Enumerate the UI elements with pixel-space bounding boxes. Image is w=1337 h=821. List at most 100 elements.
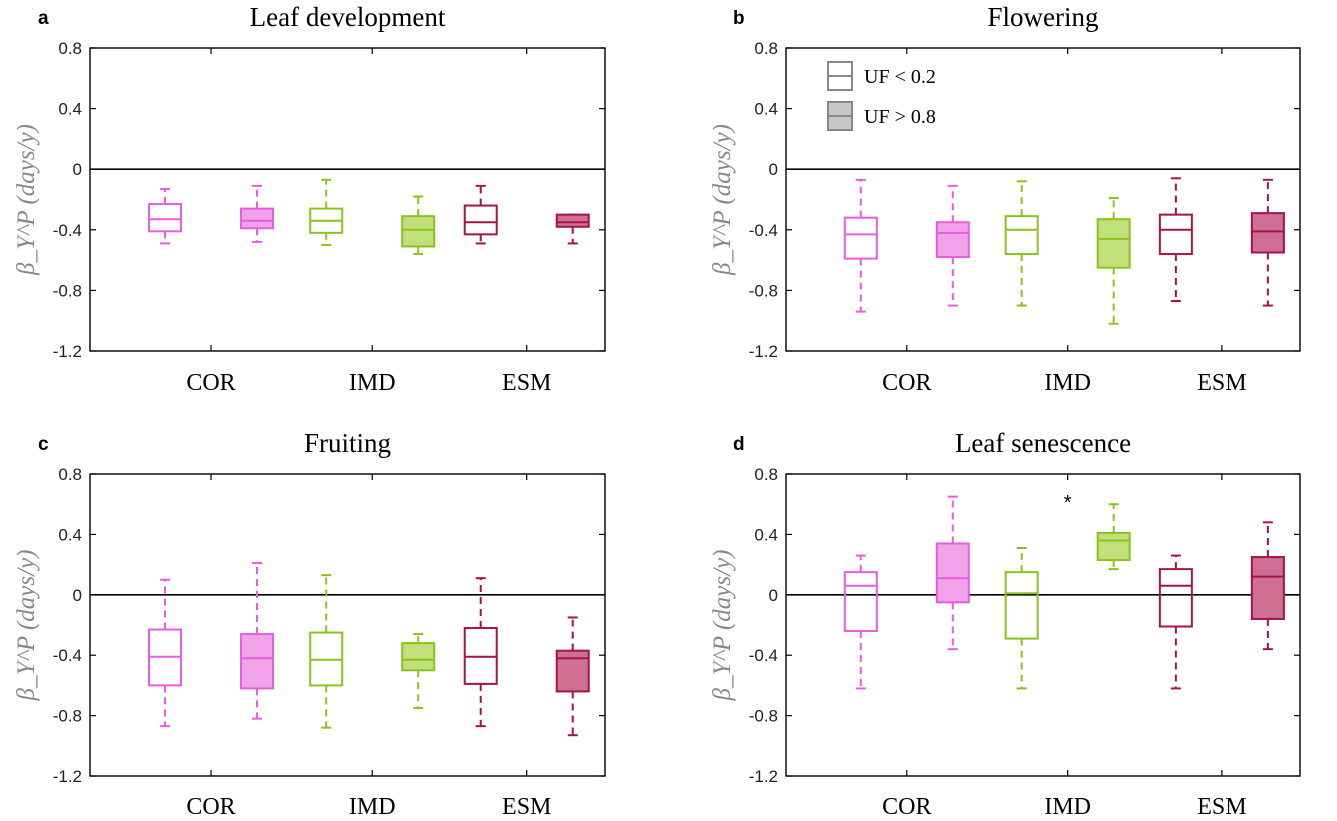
y-axis-label: β_Y^P (days/y) (13, 550, 40, 702)
box-iqr (1004, 571, 1039, 640)
y-axis-label: β_Y^P (days/y) (709, 124, 736, 276)
axes-frame (785, 47, 1301, 352)
box-esm-filled (1250, 521, 1285, 651)
box-esm-open (463, 184, 498, 245)
category-label: COR (882, 794, 931, 820)
category-label: COR (882, 370, 931, 396)
y-tick-label: -0.4 (53, 221, 82, 240)
box-imd-open (1004, 180, 1039, 307)
box-iqr (240, 207, 275, 230)
box-imd-open (309, 574, 344, 729)
box-imd-open (309, 178, 344, 246)
y-tick-label: -1.2 (749, 342, 778, 361)
y-axis-label: β_Y^P (days/y) (13, 124, 40, 276)
y-tick-label: -0.4 (749, 646, 778, 665)
box-esm-filled (555, 616, 590, 737)
category-label: IMD (1044, 370, 1091, 396)
category-label: COR (186, 370, 235, 396)
box-iqr (843, 571, 878, 633)
box-imd-filled (401, 633, 436, 710)
category-label: ESM (1197, 794, 1246, 820)
y-tick-label: 0 (769, 160, 778, 179)
box-iqr (148, 203, 183, 233)
box-iqr (555, 213, 590, 228)
y-tick-label: -1.2 (53, 342, 82, 361)
box-iqr (401, 642, 436, 672)
box-iqr (555, 649, 590, 693)
category-label: ESM (502, 370, 551, 396)
box-iqr (1004, 215, 1039, 256)
legend-label: UF > 0.8 (864, 106, 936, 128)
panel-letter: c (38, 434, 49, 455)
box-cor-filled (240, 184, 275, 243)
significance-marker: * (1064, 492, 1072, 514)
panel-letter: a (38, 8, 49, 29)
box-iqr (1250, 212, 1285, 254)
panel-title: Flowering (988, 2, 1099, 32)
box-esm-open (1158, 177, 1193, 303)
box-cor-open (843, 554, 878, 690)
box-esm-open (1158, 554, 1193, 690)
axes-frame (89, 473, 606, 777)
box-iqr (463, 204, 498, 236)
box-cor-open (148, 578, 183, 728)
y-tick-label: 0.8 (754, 39, 778, 58)
y-tick-label: 0 (73, 586, 82, 605)
y-tick-label: 0.8 (58, 39, 82, 58)
box-cor-filled (935, 184, 970, 307)
y-tick-label: 0.4 (58, 525, 82, 544)
box-iqr (1096, 218, 1131, 269)
y-tick-label: -0.4 (53, 646, 82, 665)
box-iqr (1096, 531, 1131, 562)
y-axis-label: β_Y^P (days/y) (709, 550, 736, 702)
box-esm-filled (555, 213, 590, 245)
panel-a: a Leaf development 0.8 0.4 0 -0.4 -0.8 -1.2 COR I… (13, 2, 606, 396)
legend: UF < 0.2 UF > 0.8 (827, 61, 936, 131)
category-label: ESM (502, 794, 551, 820)
panel-c: c Fruiting 0.8 0.4 0 -0.4 -0.8 -1.2 COR IMD ESM β_Y… (13, 428, 606, 820)
y-tick-label: -0.8 (749, 707, 778, 726)
y-tick-label: -0.8 (53, 281, 82, 300)
box-iqr (240, 633, 275, 690)
y-tick-label: -0.8 (53, 707, 82, 726)
y-tick-label: 0.8 (58, 465, 82, 484)
box-imd-open (1004, 546, 1039, 690)
box-cor-open (843, 178, 878, 313)
y-tick-label: 0.4 (754, 525, 778, 544)
box-iqr (843, 216, 878, 260)
y-tick-label: 0.4 (58, 100, 82, 119)
box-imd-filled (1096, 196, 1131, 325)
panel-letter: b (733, 8, 745, 29)
y-tick-label: -1.2 (53, 767, 82, 786)
box-cor-open (148, 187, 183, 245)
box-iqr (1158, 213, 1193, 256)
category-label: COR (186, 794, 235, 820)
y-tick-label: -0.4 (749, 221, 778, 240)
box-iqr (935, 221, 970, 259)
y-tick-label: 0 (769, 586, 778, 605)
box-imd-filled (401, 195, 436, 256)
box-imd-filled (1096, 503, 1131, 571)
y-tick-label: -0.8 (749, 281, 778, 300)
box-esm-filled (1250, 178, 1285, 307)
box-cor-filled (240, 562, 275, 720)
category-label: IMD (349, 370, 396, 396)
y-tick-label: 0.4 (754, 100, 778, 119)
panel-title: Fruiting (304, 428, 391, 458)
box-iqr (1158, 568, 1193, 628)
category-label: IMD (349, 794, 396, 820)
axes-frame (785, 473, 1301, 777)
y-tick-label: 0 (73, 160, 82, 179)
box-iqr (401, 215, 436, 248)
box-esm-open (463, 577, 498, 728)
panel-letter: d (733, 434, 745, 455)
y-tick-label: 0.8 (754, 465, 778, 484)
category-label: IMD (1044, 794, 1091, 820)
box-iqr (935, 542, 970, 604)
category-label: ESM (1197, 370, 1246, 396)
panel-title: Leaf senescence (955, 428, 1131, 458)
box-cor-filled (935, 495, 970, 651)
box-iqr (1250, 556, 1285, 620)
y-tick-label: -1.2 (749, 767, 778, 786)
